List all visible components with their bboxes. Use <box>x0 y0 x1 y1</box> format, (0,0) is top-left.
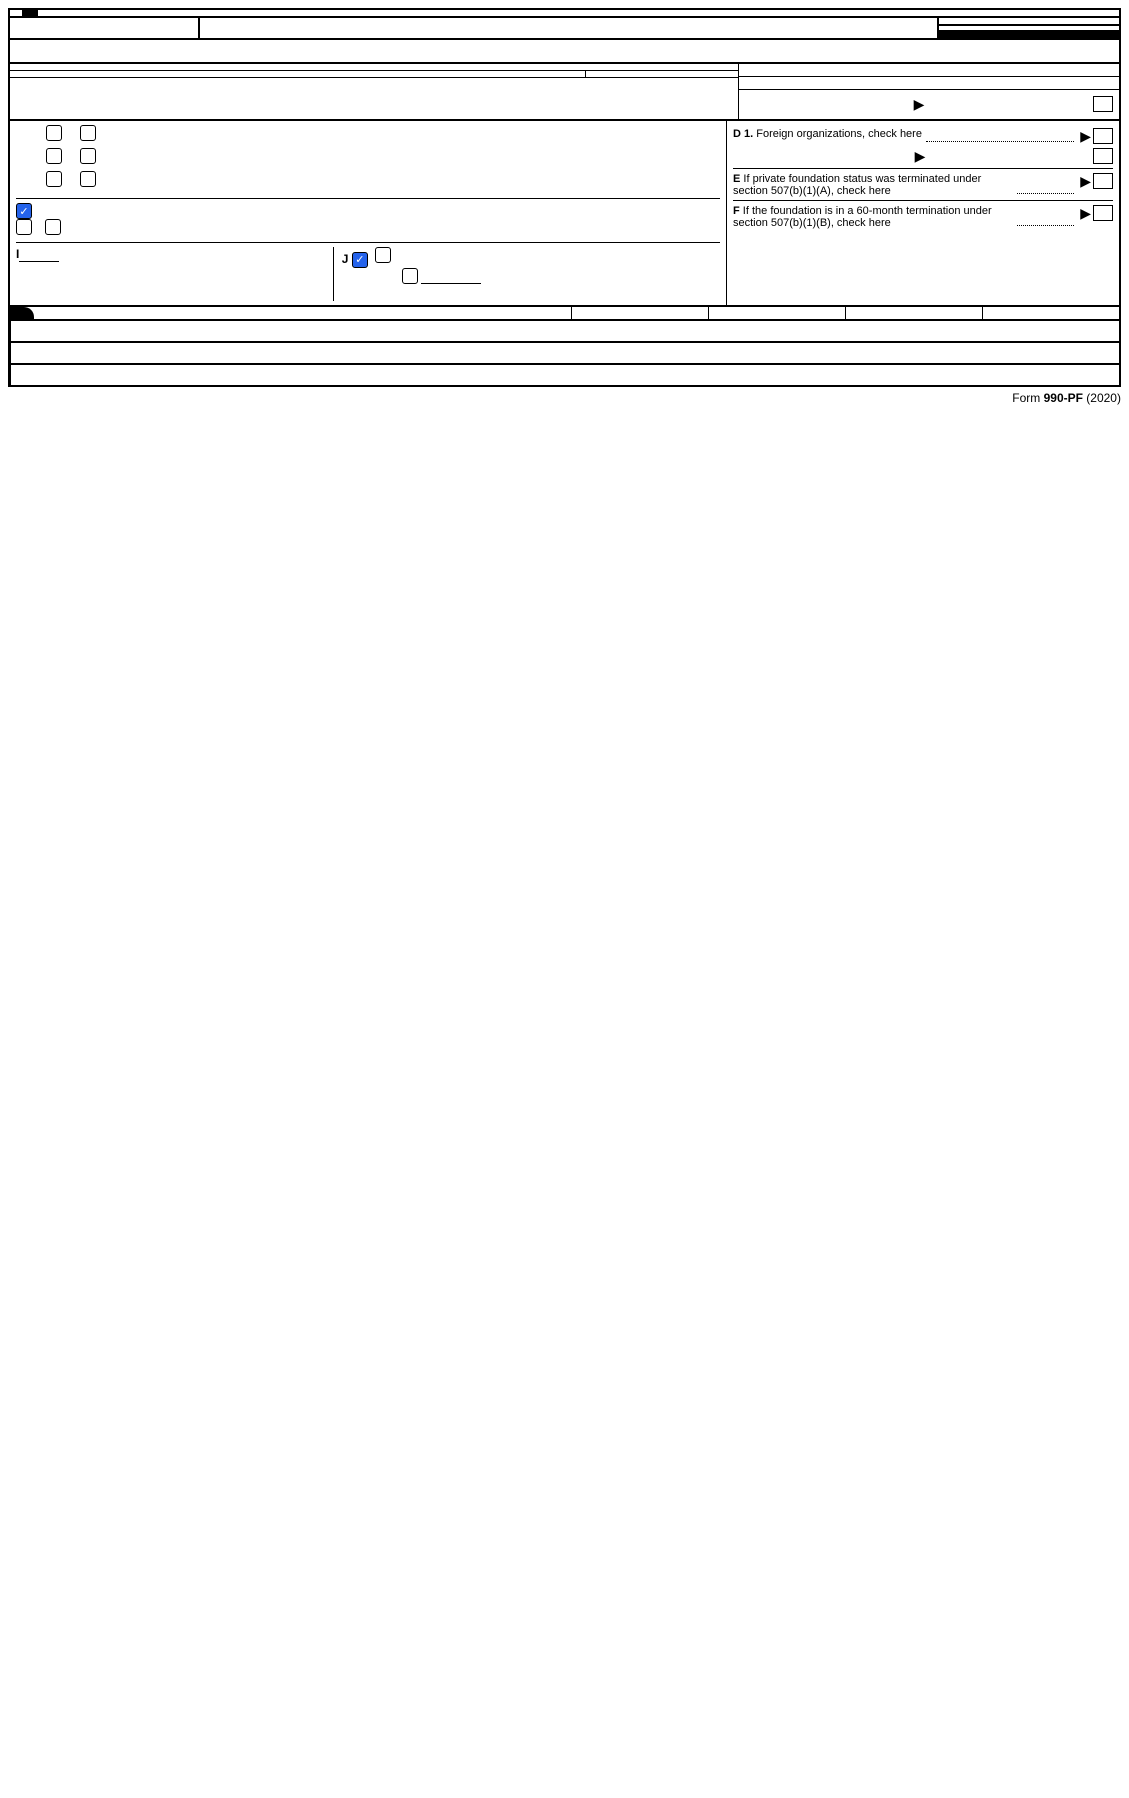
net-section <box>8 365 1121 387</box>
checkbox-accrual[interactable] <box>375 247 391 263</box>
j-section: J ✓ <box>333 247 720 301</box>
checkbox-d1[interactable] <box>1093 128 1113 144</box>
expenses-section <box>8 343 1121 365</box>
top-bar <box>8 8 1121 18</box>
checkbox-amended[interactable] <box>80 148 96 164</box>
d2-row: ▶ <box>733 148 1113 165</box>
checkbox-initial-return[interactable] <box>46 125 62 141</box>
expenses-tab <box>10 343 39 363</box>
footer-right: Form 990-PF (2020) <box>1012 391 1121 405</box>
part1-badge <box>10 307 34 319</box>
d1-row: D 1. Foreign organizations, check here▶ <box>733 128 1113 145</box>
checkbox-initial-former[interactable] <box>80 125 96 141</box>
checkbox-name-change[interactable] <box>80 171 96 187</box>
part1-desc <box>34 307 571 319</box>
page-footer: Form 990-PF (2020) <box>8 387 1121 409</box>
net-tab-spacer <box>10 365 39 385</box>
header-left <box>10 18 200 38</box>
col-a-header <box>571 307 708 319</box>
submission-date <box>24 10 38 16</box>
calendar-year-row <box>8 40 1121 64</box>
checkbox-e[interactable] <box>1093 173 1113 189</box>
g-section <box>16 125 720 190</box>
checkbox-f[interactable] <box>1093 205 1113 221</box>
checkbox-501c3[interactable]: ✓ <box>16 203 32 219</box>
form-header <box>8 18 1121 40</box>
efile-label <box>10 10 24 16</box>
checkbox-address-change[interactable] <box>46 171 62 187</box>
checkbox-d2[interactable] <box>1093 148 1113 164</box>
omb-number <box>939 18 1119 26</box>
entity-info: ▶ <box>8 64 1121 121</box>
checkbox-cash[interactable]: ✓ <box>352 252 368 268</box>
i-section: I <box>16 247 333 301</box>
phone-row <box>739 77 1119 90</box>
header-right <box>937 18 1119 38</box>
col-c-header <box>845 307 982 319</box>
part1-header <box>8 307 1121 321</box>
foundation-name-row <box>10 64 738 71</box>
checks-block: ✓ I J ✓ D 1. Foreign organizations, chec… <box>8 121 1121 307</box>
header-center <box>200 18 937 38</box>
street-row <box>10 71 738 78</box>
e-row: E If private foundation status was termi… <box>733 168 1113 197</box>
checkbox-other-taxable[interactable] <box>45 219 61 235</box>
room-suite-label <box>586 71 738 77</box>
checkbox-final-return[interactable] <box>46 148 62 164</box>
checkbox-c[interactable] <box>1093 96 1113 112</box>
f-row: F If the foundation is in a 60-month ter… <box>733 200 1113 229</box>
checkbox-4947a1[interactable] <box>16 219 32 235</box>
h-section: ✓ <box>16 198 720 238</box>
col-d-header <box>982 307 1119 319</box>
col-b-header <box>708 307 845 319</box>
ein-row <box>739 64 1119 77</box>
exemption-pending-row: ▶ <box>739 90 1119 119</box>
open-inspection <box>939 30 1119 38</box>
revenue-section <box>8 321 1121 343</box>
dln <box>1107 10 1119 16</box>
city-row <box>10 78 738 84</box>
revenue-tab <box>10 321 39 341</box>
checkbox-other-method[interactable] <box>402 268 418 284</box>
